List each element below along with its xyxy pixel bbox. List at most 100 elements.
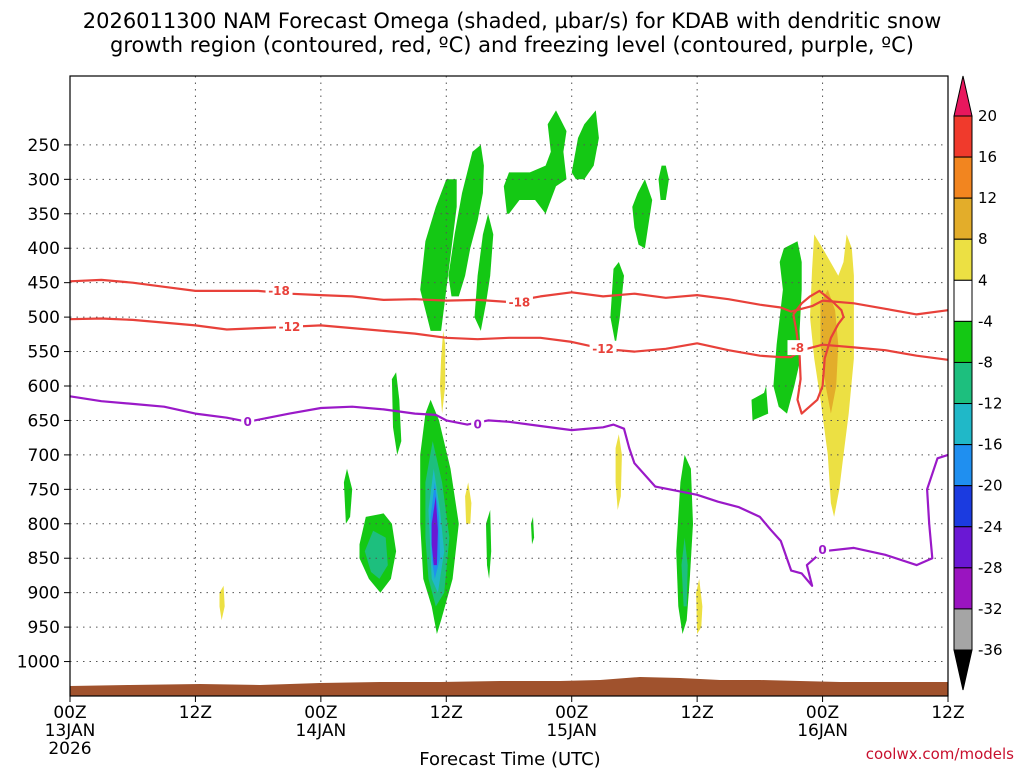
colorbar-swatch-11 [953,567,973,610]
omega-cell-16 [431,496,438,566]
contour-label-bg-0-0 [265,282,293,298]
contour-label-bg-1-0 [276,318,303,334]
contour-layer: -18 -18 -12 -12 -8 0 0 0 [69,278,949,587]
omega-cell-1 [448,144,484,297]
colorbar: 20 16 12 8 4 -4 -8 -12 -16 -20 -24 -28 -32 -36 [953,75,1003,691]
omega-cell-3 [503,110,567,214]
y-tick-label-700: 700 [28,446,60,466]
colorbar-swatch-3 [953,238,973,281]
y-tick-label-250: 250 [28,136,60,156]
plot-area: -18 -18 -12 -12 -8 0 0 0 [69,75,949,697]
credit-text: coolwx.com/models [866,745,1014,763]
colorbar-label-12: -32 [978,600,1003,618]
colorbar-top-arrow [953,75,973,117]
omega-cell-6 [658,165,669,200]
x-tick-label-72-1: 16JAN [797,721,848,741]
colorbar-swatch-0 [953,115,973,158]
colorbar-label-5: -4 [978,312,993,330]
omega-shading-layer [219,110,854,634]
colorbar-label-11: -28 [978,559,1003,577]
y-tick-label-300: 300 [28,170,60,190]
x-tick-label-24-0: 00Z [304,703,337,723]
contour-line-2 [792,289,845,415]
colorbar-label-1: 16 [978,148,997,166]
colorbar-label-2: 12 [978,189,997,207]
colorbar-swatch-9 [953,485,973,528]
colorbar-swatch-12 [953,608,973,651]
contour-label-1-0: -12 [279,320,301,334]
contour-label-bg-1-1 [589,340,617,356]
contour-label-bg-0-1 [505,294,533,310]
omega-cell-24 [820,289,839,414]
y-tick-label-550: 550 [28,343,60,363]
y-tick-label-950: 950 [28,618,60,638]
y-tick-label-500: 500 [28,308,60,328]
x-tick-label-60-0: 12Z [681,703,714,723]
colorbar-bottom-arrow [953,649,973,691]
y-tick-label-800: 800 [28,515,60,535]
contour-label-bg-2-0 [787,340,808,356]
y-tick-label-750: 750 [28,480,60,500]
colorbar-label-3: 8 [978,230,988,248]
omega-cell-26 [465,482,472,524]
x-tick-label-84-0: 12Z [931,703,964,723]
x-tick-label-72-0: 00Z [806,703,839,723]
x-tick-label-36-0: 12Z [430,703,463,723]
y-tick-label-450: 450 [28,274,60,294]
y-axis: 250 300 350 400 450 500 550 600 650 700 750 800 850 9… [17,136,70,673]
y-tick-label-900: 900 [28,584,60,604]
omega-cell-20 [681,537,688,607]
contour-label-bg-3-2 [816,541,830,557]
chart-title-line1: 2026011300 NAM Forecast Omega (shaded, µ… [83,9,942,33]
plot-frame [69,75,949,697]
y-tick-label-850: 850 [28,549,60,569]
omega-cell-4 [571,110,599,180]
y-tick-label-1000: 1000 [17,653,60,673]
colorbar-label-6: -8 [978,353,993,371]
contour-line-3 [69,395,949,587]
contour-label-0-0: -18 [268,284,290,298]
colorbar-swatch-5 [953,320,973,363]
colorbar-swatch-6 [953,361,973,405]
gridlines [70,76,948,696]
contour-label-1-1: -12 [592,342,614,356]
omega-cell-8 [391,372,402,455]
colorbar-label-13: -36 [978,641,1003,659]
colorbar-label-7: -12 [978,395,1003,413]
colorbar-swatch-7 [953,403,973,446]
contour-label-0-1: -18 [509,296,531,310]
x-tick-label-0-0: 00Z [53,703,86,723]
omega-cell-22 [751,386,769,421]
contour-line-0 [69,278,949,316]
contour-label-2-0: -8 [791,341,804,355]
x-tick-label-0-2: 2026 [48,739,91,759]
colorbar-label-10: -24 [978,518,1003,536]
omega-cell-7 [610,262,624,345]
colorbar-label-9: -20 [978,477,1003,495]
omega-cell-18 [531,516,535,545]
omega-cell-21 [773,241,802,414]
contour-label-3-0: 0 [244,415,252,429]
chart-title-line2: growth region (contoured, red, ºC) and f… [110,33,914,57]
contour-label-bg-3-1 [471,416,485,432]
x-axis-label: Forecast Time (UTC) [419,749,600,768]
colorbar-swatch-10 [953,526,973,569]
colorbar-swatch-8 [953,444,973,487]
omega-cell-25 [440,330,446,414]
y-tick-label-600: 600 [28,377,60,397]
contour-label-bg-3-0 [241,413,255,429]
colorbar-label-0: 20 [978,107,997,125]
omega-cell-9 [343,468,353,524]
omega-cell-27 [615,434,622,510]
x-tick-label-48-0: 00Z [555,703,588,723]
omega-cell-28 [696,578,703,634]
terrain-ground [70,677,948,696]
colorbar-label-8: -16 [978,436,1003,454]
colorbar-swatch-2 [953,197,973,240]
contour-label-3-1: 0 [473,418,481,432]
y-tick-label-400: 400 [28,239,60,259]
colorbar-swatch-1 [953,156,973,199]
omega-cell-0 [420,179,457,331]
